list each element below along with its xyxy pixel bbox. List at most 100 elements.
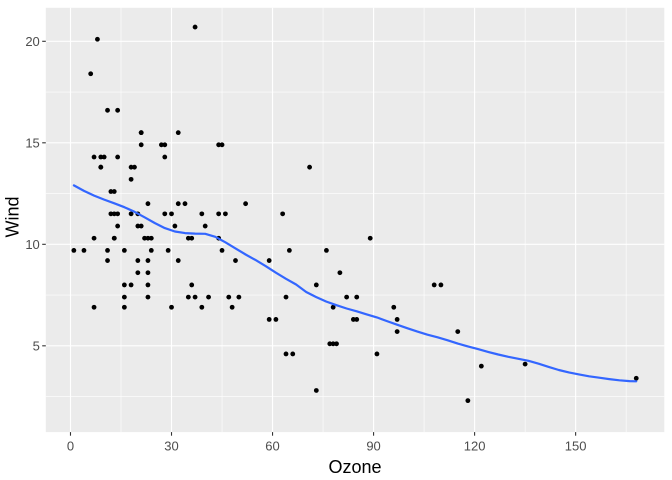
scatter-point xyxy=(142,235,147,241)
scatter-point xyxy=(105,258,110,263)
scatter-point xyxy=(115,154,121,160)
scatter-point xyxy=(145,294,151,300)
scatter-point xyxy=(350,317,356,322)
y-tick-label: 15 xyxy=(25,135,39,150)
scatter-point xyxy=(307,164,312,170)
scatter-point xyxy=(115,211,121,217)
scatter-point xyxy=(334,341,339,347)
scatter-point xyxy=(175,258,181,263)
scatter-point xyxy=(115,107,121,113)
scatter-point xyxy=(105,107,110,113)
scatter-point xyxy=(145,258,151,263)
scatter-point xyxy=(206,294,211,300)
scatter-point xyxy=(169,304,174,310)
scatter-point xyxy=(135,270,141,276)
scatter-point xyxy=(98,154,104,160)
scatter-point xyxy=(226,294,232,300)
y-tick-label: 5 xyxy=(33,338,40,353)
scatter-point xyxy=(111,189,117,194)
scatter-point xyxy=(115,223,121,229)
scatter-point xyxy=(354,294,360,300)
x-tick-label: 120 xyxy=(464,439,486,454)
scatter-point xyxy=(108,189,114,194)
x-tick-label: 60 xyxy=(265,439,279,454)
y-axis-title: Wind xyxy=(2,196,23,238)
scatter-point xyxy=(266,317,272,322)
scatter-point xyxy=(121,294,127,300)
scatter-point xyxy=(192,294,198,300)
x-tick-label: 0 xyxy=(67,439,74,454)
smooth-line xyxy=(72,184,638,383)
scatter-point xyxy=(327,341,333,347)
scatter-point xyxy=(431,282,437,288)
scatter-point xyxy=(88,71,94,77)
scatter-point xyxy=(283,294,289,300)
scatter-point xyxy=(121,248,127,253)
scatter-point xyxy=(243,201,249,207)
scatter-point xyxy=(108,211,114,217)
scatter-point xyxy=(138,142,144,148)
scatter-point xyxy=(283,351,289,357)
scatter-point xyxy=(145,270,151,276)
scatter-point xyxy=(185,294,191,300)
scatter-point xyxy=(128,282,134,288)
scatter-point xyxy=(633,375,639,381)
scatter-point xyxy=(95,36,100,42)
scatter-point xyxy=(330,341,336,347)
scatter-point xyxy=(162,154,168,160)
x-axis-title: Ozone xyxy=(328,457,382,477)
scatter-point xyxy=(233,258,238,263)
scatter-point xyxy=(185,235,191,241)
scatter-point xyxy=(374,351,380,357)
scatter-point xyxy=(286,248,292,253)
scatter-point xyxy=(313,282,319,288)
scatter-point xyxy=(438,282,444,288)
scatter-point xyxy=(172,223,178,229)
scatter-point xyxy=(98,164,104,170)
scatter-point xyxy=(145,235,151,241)
scatter-point xyxy=(128,176,134,182)
scatter-point xyxy=(145,201,151,207)
scatter-point xyxy=(216,142,222,148)
scatter-point xyxy=(101,154,107,160)
scatter-point xyxy=(121,304,127,310)
scatter-point xyxy=(175,130,181,136)
scatter-point xyxy=(135,258,141,263)
scatter-point xyxy=(280,211,286,217)
x-tick-label: 30 xyxy=(164,439,178,454)
x-tick-label: 150 xyxy=(565,439,587,454)
scatter-point xyxy=(236,294,242,300)
scatter-point xyxy=(202,223,208,229)
scatter-point xyxy=(219,142,225,148)
scatter-point xyxy=(199,211,205,217)
scatter-point xyxy=(111,235,117,241)
scatter-point xyxy=(290,351,296,357)
scatter-point xyxy=(219,248,225,253)
scatter-point xyxy=(478,363,484,369)
scatter-point xyxy=(324,248,329,253)
scatter-point xyxy=(135,223,141,229)
scatter-point xyxy=(138,130,144,136)
scatter-point xyxy=(175,201,181,207)
scatter-point xyxy=(182,201,188,207)
scatter-point xyxy=(162,142,168,148)
plot-panel xyxy=(45,7,665,433)
scatter-point xyxy=(165,248,171,253)
scatter-point xyxy=(138,223,144,229)
scatter-point xyxy=(148,235,154,241)
scatter-point xyxy=(266,258,272,263)
scatter-point xyxy=(111,211,117,217)
scatter-point xyxy=(132,164,137,170)
x-tick-label: 90 xyxy=(366,439,380,454)
scatter-point xyxy=(159,142,164,148)
scatter-point xyxy=(354,317,360,322)
y-tick-label: 20 xyxy=(25,34,39,49)
scatter-point xyxy=(330,304,336,310)
scatter-point xyxy=(81,248,87,253)
scatter-point xyxy=(91,154,97,160)
scatter-point xyxy=(145,282,151,288)
scatter-point xyxy=(192,24,198,30)
scatter-point xyxy=(229,304,235,310)
